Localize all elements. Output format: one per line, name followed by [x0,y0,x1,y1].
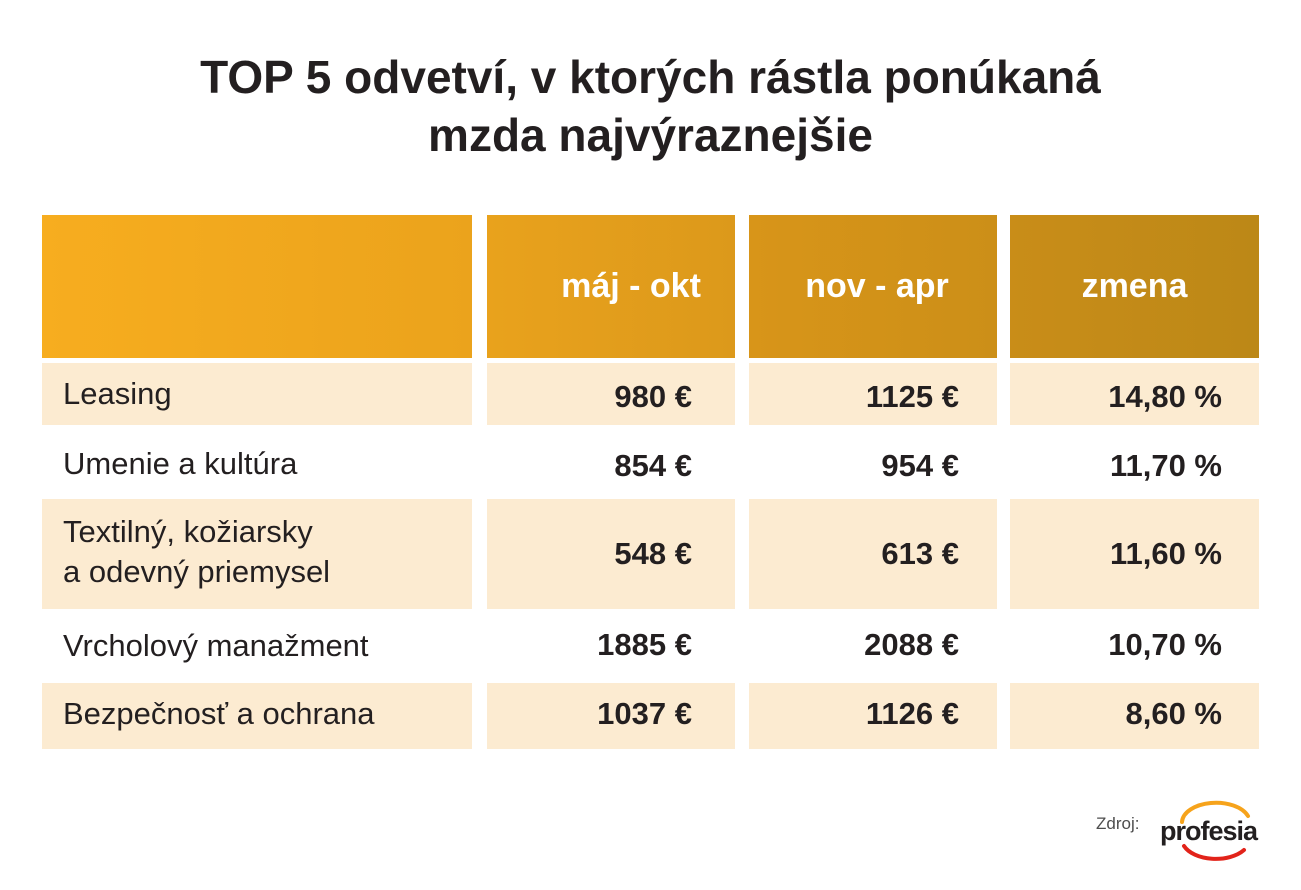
header-cell-may-oct: máj - okt [487,215,735,358]
row-band-3-nov-apr [749,499,997,609]
row-2-change: 11,70 % [1109,448,1222,483]
row-1-may-oct: 980 € [614,379,692,414]
chart-title: TOP 5 odvetví, v ktorých rástla ponúkaná… [0,48,1301,164]
row-5-may-oct: 1037 € [597,696,692,731]
row-2-nov-apr: 954 € [881,448,959,483]
row-band-3-sector [42,499,472,609]
row-band-5-may-oct [487,683,735,749]
row-1-nov-apr: 1125 € [865,379,959,414]
logo-arc-bottom [1182,844,1246,861]
row-band-1-change [1010,363,1259,425]
row-5-nov-apr: 1126 € [865,696,959,731]
row-2-sector: Umenie a kultúra [63,446,298,481]
row-band-1-sector [42,363,472,425]
title-line-1: TOP 5 odvetví, v ktorých rástla ponúkaná [200,51,1101,103]
header-cell-nov-apr: nov - apr [749,215,997,358]
row-3-sector: Textilný, kožiarsky a odevný priemysel [63,512,330,592]
logo-text: profesia [1160,816,1259,846]
title-line-2: mzda najvýraznejšie [428,109,873,161]
row-2-may-oct: 854 € [614,448,692,483]
row-3-nov-apr: 613 € [881,536,959,571]
header-cell-sector [42,215,472,358]
row-4-may-oct: 1885 € [597,627,692,662]
row-5-change: 8,60 % [1125,696,1222,731]
row-band-1-nov-apr [749,363,997,425]
row-band-3-may-oct [487,499,735,609]
row-1-change: 14,80 % [1108,379,1222,414]
row-3-sector-line-2: a odevný priemysel [63,554,331,589]
row-4-change: 10,70 % [1108,627,1222,662]
row-band-1-may-oct [487,363,735,425]
header-label-change: zmena [1081,267,1188,305]
profesia-logo: profesia [1160,800,1260,861]
row-5-sector: Bezpečnosť a ochrana [63,696,375,731]
row-band-5-change [1010,683,1259,749]
row-4-sector: Vrcholový manažment [63,628,369,663]
header-cell-change: zmena [1010,215,1259,358]
row-band-5-sector [42,683,472,749]
source-label: Zdroj: [1096,814,1140,833]
header-label-may-oct: máj - okt [561,267,701,305]
row-band-5-nov-apr [749,683,997,749]
row-1-sector: Leasing [63,376,172,411]
row-3-change: 11,60 % [1109,536,1222,571]
row-3-sector-line-1: Textilný, kožiarsky [63,514,313,549]
row-3-may-oct: 548 € [614,536,692,571]
logo-arc-top [1180,800,1250,824]
row-band-3-change [1010,499,1259,609]
row-4-nov-apr: 2088 € [864,627,959,662]
header-label-nov-apr: nov - apr [805,267,949,305]
